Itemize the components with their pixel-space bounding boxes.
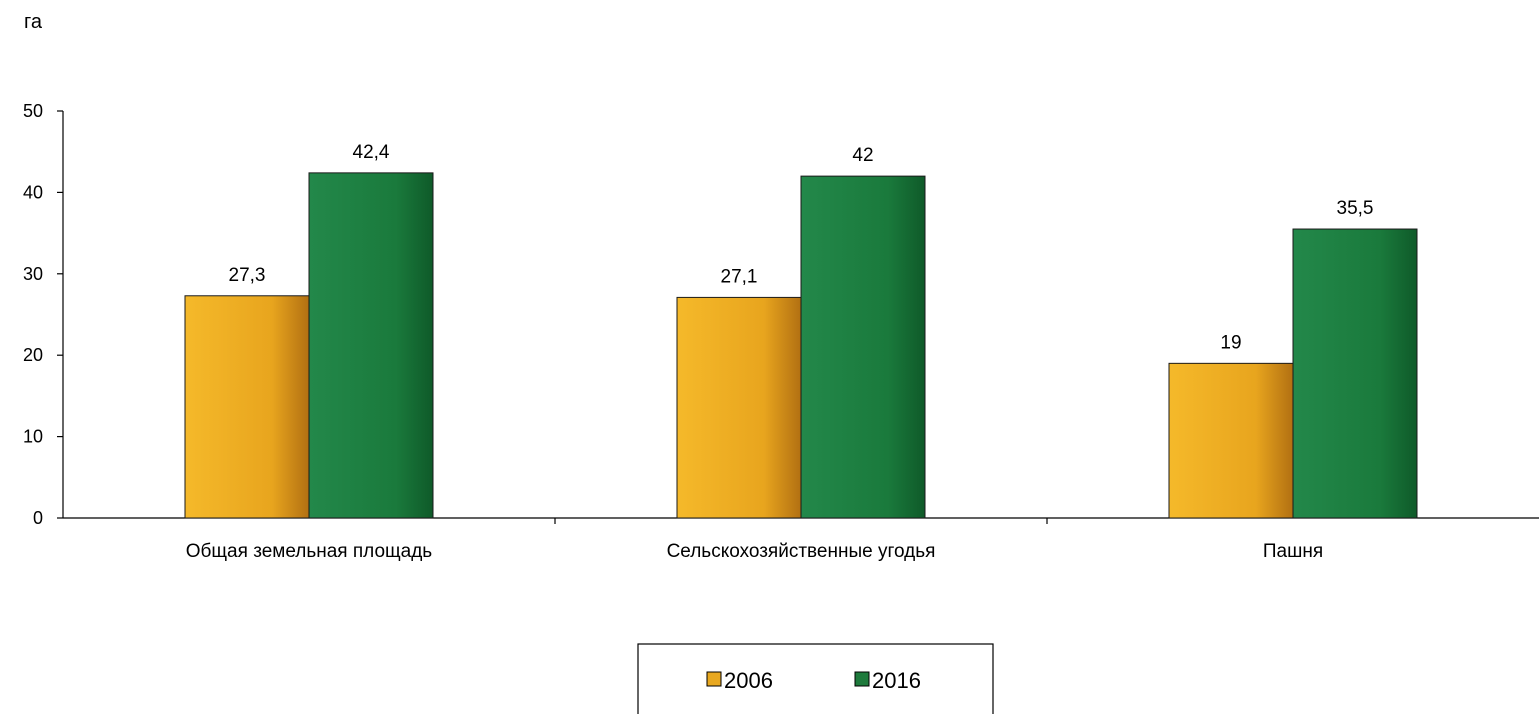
y-tick-label: 20: [23, 345, 43, 365]
bar-2006-2: [1168, 362, 1294, 519]
y-tick-label: 0: [33, 508, 43, 528]
bar-2006-1: [676, 296, 802, 519]
category-label: Пашня: [1263, 541, 1323, 562]
y-tick-label: 10: [23, 427, 43, 447]
legend-box: [637, 643, 994, 714]
x-axis: [63, 517, 1539, 524]
data-label-2016-2: 35,5: [1337, 198, 1374, 219]
bar-2016-2: [1292, 228, 1418, 519]
legend-label-2006: 2006: [724, 668, 773, 693]
category-label: Общая земельная площадь: [186, 541, 433, 562]
y-tick-label: 30: [23, 264, 43, 284]
data-label-2006-1: 27,1: [721, 266, 758, 287]
data-label-2006-0: 27,3: [229, 265, 266, 286]
y-tick-label: 40: [23, 182, 43, 202]
bar-2016-0: [308, 172, 434, 519]
value-labels-group: 27,3 42,4 27,1 42 19 35,5: [229, 142, 1374, 353]
data-label-2016-0: 42,4: [353, 142, 390, 163]
category-labels-group: Общая земельная площадь Сельскохозяйствен…: [186, 541, 1323, 562]
category-label: Сельскохозяйственные угодья: [667, 541, 936, 562]
legend: 2006 2016: [637, 643, 994, 714]
bar-2006-0: [184, 295, 310, 519]
data-label-2016-1: 42: [852, 145, 873, 166]
legend-label-2016: 2016: [872, 668, 921, 693]
bar-2016-1: [800, 175, 926, 519]
legend-swatch-2016: [854, 671, 870, 687]
data-label-2006-2: 19: [1220, 332, 1241, 353]
legend-swatch-2006: [706, 671, 722, 687]
y-axis: 0 10 20 30 40 50: [23, 101, 64, 528]
y-axis-unit-label: га: [24, 11, 43, 33]
bars-group: [184, 172, 1418, 519]
y-tick-label: 50: [23, 101, 43, 121]
